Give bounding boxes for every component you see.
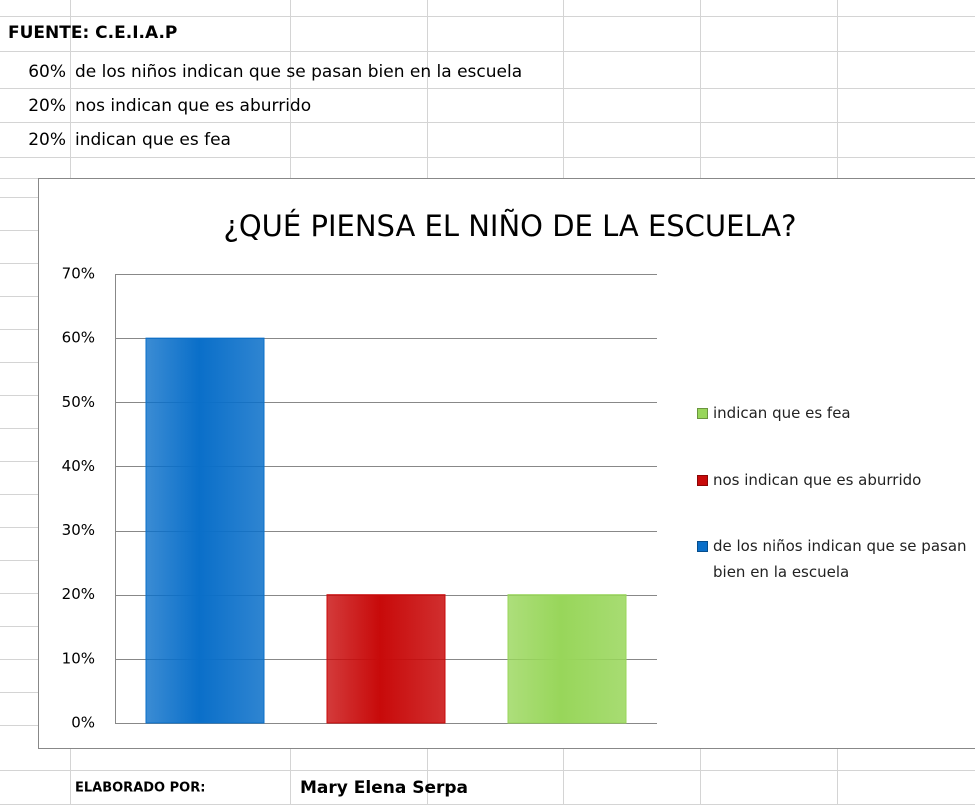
- source-cell: FUENTE: C.E.I.A.P: [8, 23, 177, 43]
- y-tick-label: 40%: [62, 457, 95, 475]
- legend-item: indican que es fea: [697, 400, 967, 426]
- legend-swatch: [697, 408, 708, 419]
- pct-cell: 20%: [28, 96, 66, 116]
- y-tick-label: 20%: [62, 585, 95, 603]
- y-tick-label: 30%: [62, 521, 95, 539]
- y-tick-label: 70%: [62, 265, 95, 283]
- legend-label: indican que es fea: [713, 404, 851, 422]
- pct-cell: 60%: [28, 62, 66, 82]
- chart-title: ¿QUÉ PIENSA EL NIÑO DE LA ESCUELA?: [223, 209, 796, 243]
- bar: [326, 594, 446, 724]
- footer-label: ELABORADO POR:: [75, 781, 205, 796]
- footer-name: Mary Elena Serpa: [300, 778, 468, 798]
- legend-item: de los niños indican que se pasan bien e…: [697, 533, 967, 585]
- pct-cell: 20%: [28, 130, 66, 150]
- legend-label: de los niños indican que se pasan bien e…: [713, 537, 967, 581]
- y-tick-label: 0%: [71, 714, 95, 732]
- legend-swatch: [697, 541, 708, 552]
- legend-label: nos indican que es aburrido: [713, 471, 922, 489]
- legend-swatch: [697, 475, 708, 486]
- text-cell: indican que es fea: [75, 130, 231, 150]
- legend-item: nos indican que es aburrido: [697, 467, 967, 493]
- text-cell: de los niños indican que se pasan bien e…: [75, 62, 522, 82]
- bar: [145, 337, 265, 724]
- y-tick-label: 10%: [62, 649, 95, 667]
- bar: [507, 594, 627, 724]
- y-tick-label: 50%: [62, 393, 95, 411]
- text-cell: nos indican que es aburrido: [75, 96, 311, 116]
- y-tick-label: 60%: [62, 329, 95, 347]
